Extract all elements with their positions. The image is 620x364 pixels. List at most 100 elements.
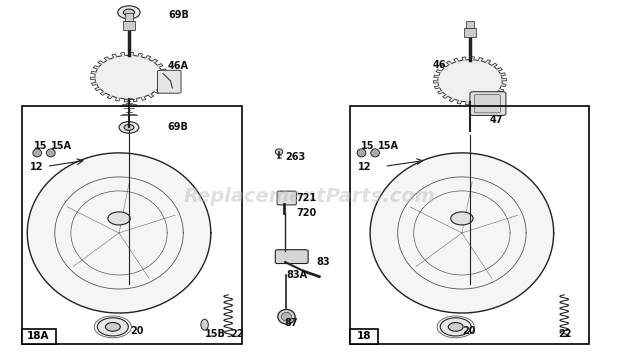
- Text: 15B: 15B: [205, 329, 226, 339]
- Polygon shape: [121, 52, 125, 56]
- FancyBboxPatch shape: [277, 191, 296, 205]
- Text: 15A: 15A: [378, 141, 399, 151]
- Circle shape: [119, 122, 139, 133]
- Circle shape: [97, 318, 128, 336]
- FancyBboxPatch shape: [470, 92, 506, 115]
- Polygon shape: [435, 86, 440, 89]
- Polygon shape: [91, 77, 95, 80]
- Polygon shape: [98, 61, 104, 64]
- Polygon shape: [479, 58, 483, 61]
- Polygon shape: [159, 86, 164, 89]
- Ellipse shape: [357, 149, 366, 157]
- Polygon shape: [489, 97, 494, 100]
- Ellipse shape: [281, 312, 291, 321]
- Bar: [22, 106, 242, 344]
- Polygon shape: [500, 73, 505, 76]
- Text: 22: 22: [231, 329, 244, 339]
- Polygon shape: [454, 58, 459, 62]
- Ellipse shape: [33, 149, 42, 157]
- Polygon shape: [133, 99, 137, 102]
- Text: 720: 720: [296, 208, 317, 218]
- Polygon shape: [481, 100, 486, 103]
- Polygon shape: [438, 60, 502, 102]
- Text: ReplacementParts.com: ReplacementParts.com: [184, 187, 436, 206]
- Polygon shape: [154, 90, 160, 94]
- Text: 18: 18: [356, 331, 371, 341]
- Ellipse shape: [371, 149, 379, 157]
- Polygon shape: [434, 75, 439, 78]
- Polygon shape: [443, 95, 448, 98]
- Circle shape: [451, 212, 473, 225]
- Polygon shape: [146, 56, 151, 59]
- Polygon shape: [438, 91, 443, 94]
- Polygon shape: [104, 57, 110, 60]
- Text: 46: 46: [433, 60, 446, 70]
- Bar: [464, 28, 476, 37]
- Polygon shape: [162, 80, 167, 83]
- Polygon shape: [141, 97, 146, 100]
- Polygon shape: [91, 71, 96, 74]
- Text: 83A: 83A: [286, 270, 308, 280]
- Polygon shape: [449, 98, 454, 102]
- Polygon shape: [433, 81, 438, 83]
- Polygon shape: [501, 84, 506, 87]
- Bar: [123, 21, 135, 30]
- Bar: [125, 13, 133, 21]
- Ellipse shape: [46, 149, 55, 157]
- Polygon shape: [494, 93, 500, 97]
- Polygon shape: [152, 59, 157, 63]
- Polygon shape: [148, 94, 154, 98]
- Bar: [22, 329, 56, 344]
- Ellipse shape: [201, 319, 208, 330]
- Circle shape: [108, 212, 130, 225]
- Polygon shape: [27, 153, 211, 313]
- Text: 263: 263: [285, 151, 306, 162]
- Polygon shape: [125, 99, 128, 102]
- Polygon shape: [440, 65, 446, 68]
- Bar: [350, 329, 378, 344]
- Polygon shape: [466, 102, 469, 105]
- Circle shape: [124, 124, 134, 130]
- Polygon shape: [497, 68, 502, 71]
- Polygon shape: [498, 89, 504, 92]
- Text: 46A: 46A: [167, 60, 188, 71]
- Ellipse shape: [278, 309, 295, 324]
- Text: 12: 12: [358, 162, 372, 173]
- Text: 20: 20: [130, 326, 144, 336]
- Polygon shape: [95, 87, 100, 91]
- FancyBboxPatch shape: [157, 70, 181, 93]
- Text: 721: 721: [296, 193, 317, 203]
- Polygon shape: [485, 60, 491, 63]
- Polygon shape: [138, 53, 143, 57]
- Ellipse shape: [275, 149, 283, 155]
- Polygon shape: [112, 54, 117, 58]
- Text: 47: 47: [490, 115, 503, 125]
- Text: 69B: 69B: [169, 10, 190, 20]
- Bar: [466, 21, 474, 28]
- Polygon shape: [94, 66, 99, 69]
- Polygon shape: [471, 57, 474, 60]
- Polygon shape: [157, 64, 163, 67]
- Circle shape: [105, 323, 120, 331]
- Text: 87: 87: [284, 318, 298, 328]
- Polygon shape: [436, 70, 441, 73]
- Circle shape: [118, 6, 140, 19]
- Polygon shape: [130, 52, 133, 55]
- Text: 15A: 15A: [51, 141, 72, 151]
- Text: 18A: 18A: [27, 331, 50, 341]
- Polygon shape: [161, 69, 166, 72]
- Polygon shape: [163, 75, 167, 77]
- Polygon shape: [462, 57, 466, 60]
- Text: 69B: 69B: [167, 122, 188, 132]
- Circle shape: [123, 9, 135, 16]
- Text: 12: 12: [30, 162, 43, 173]
- Polygon shape: [502, 79, 507, 81]
- Bar: [350, 106, 589, 344]
- FancyBboxPatch shape: [474, 95, 500, 113]
- Polygon shape: [474, 102, 478, 105]
- Polygon shape: [492, 63, 497, 67]
- Text: 15: 15: [34, 141, 48, 151]
- Text: 15: 15: [361, 141, 374, 151]
- Text: 22: 22: [558, 329, 572, 339]
- Polygon shape: [370, 153, 554, 313]
